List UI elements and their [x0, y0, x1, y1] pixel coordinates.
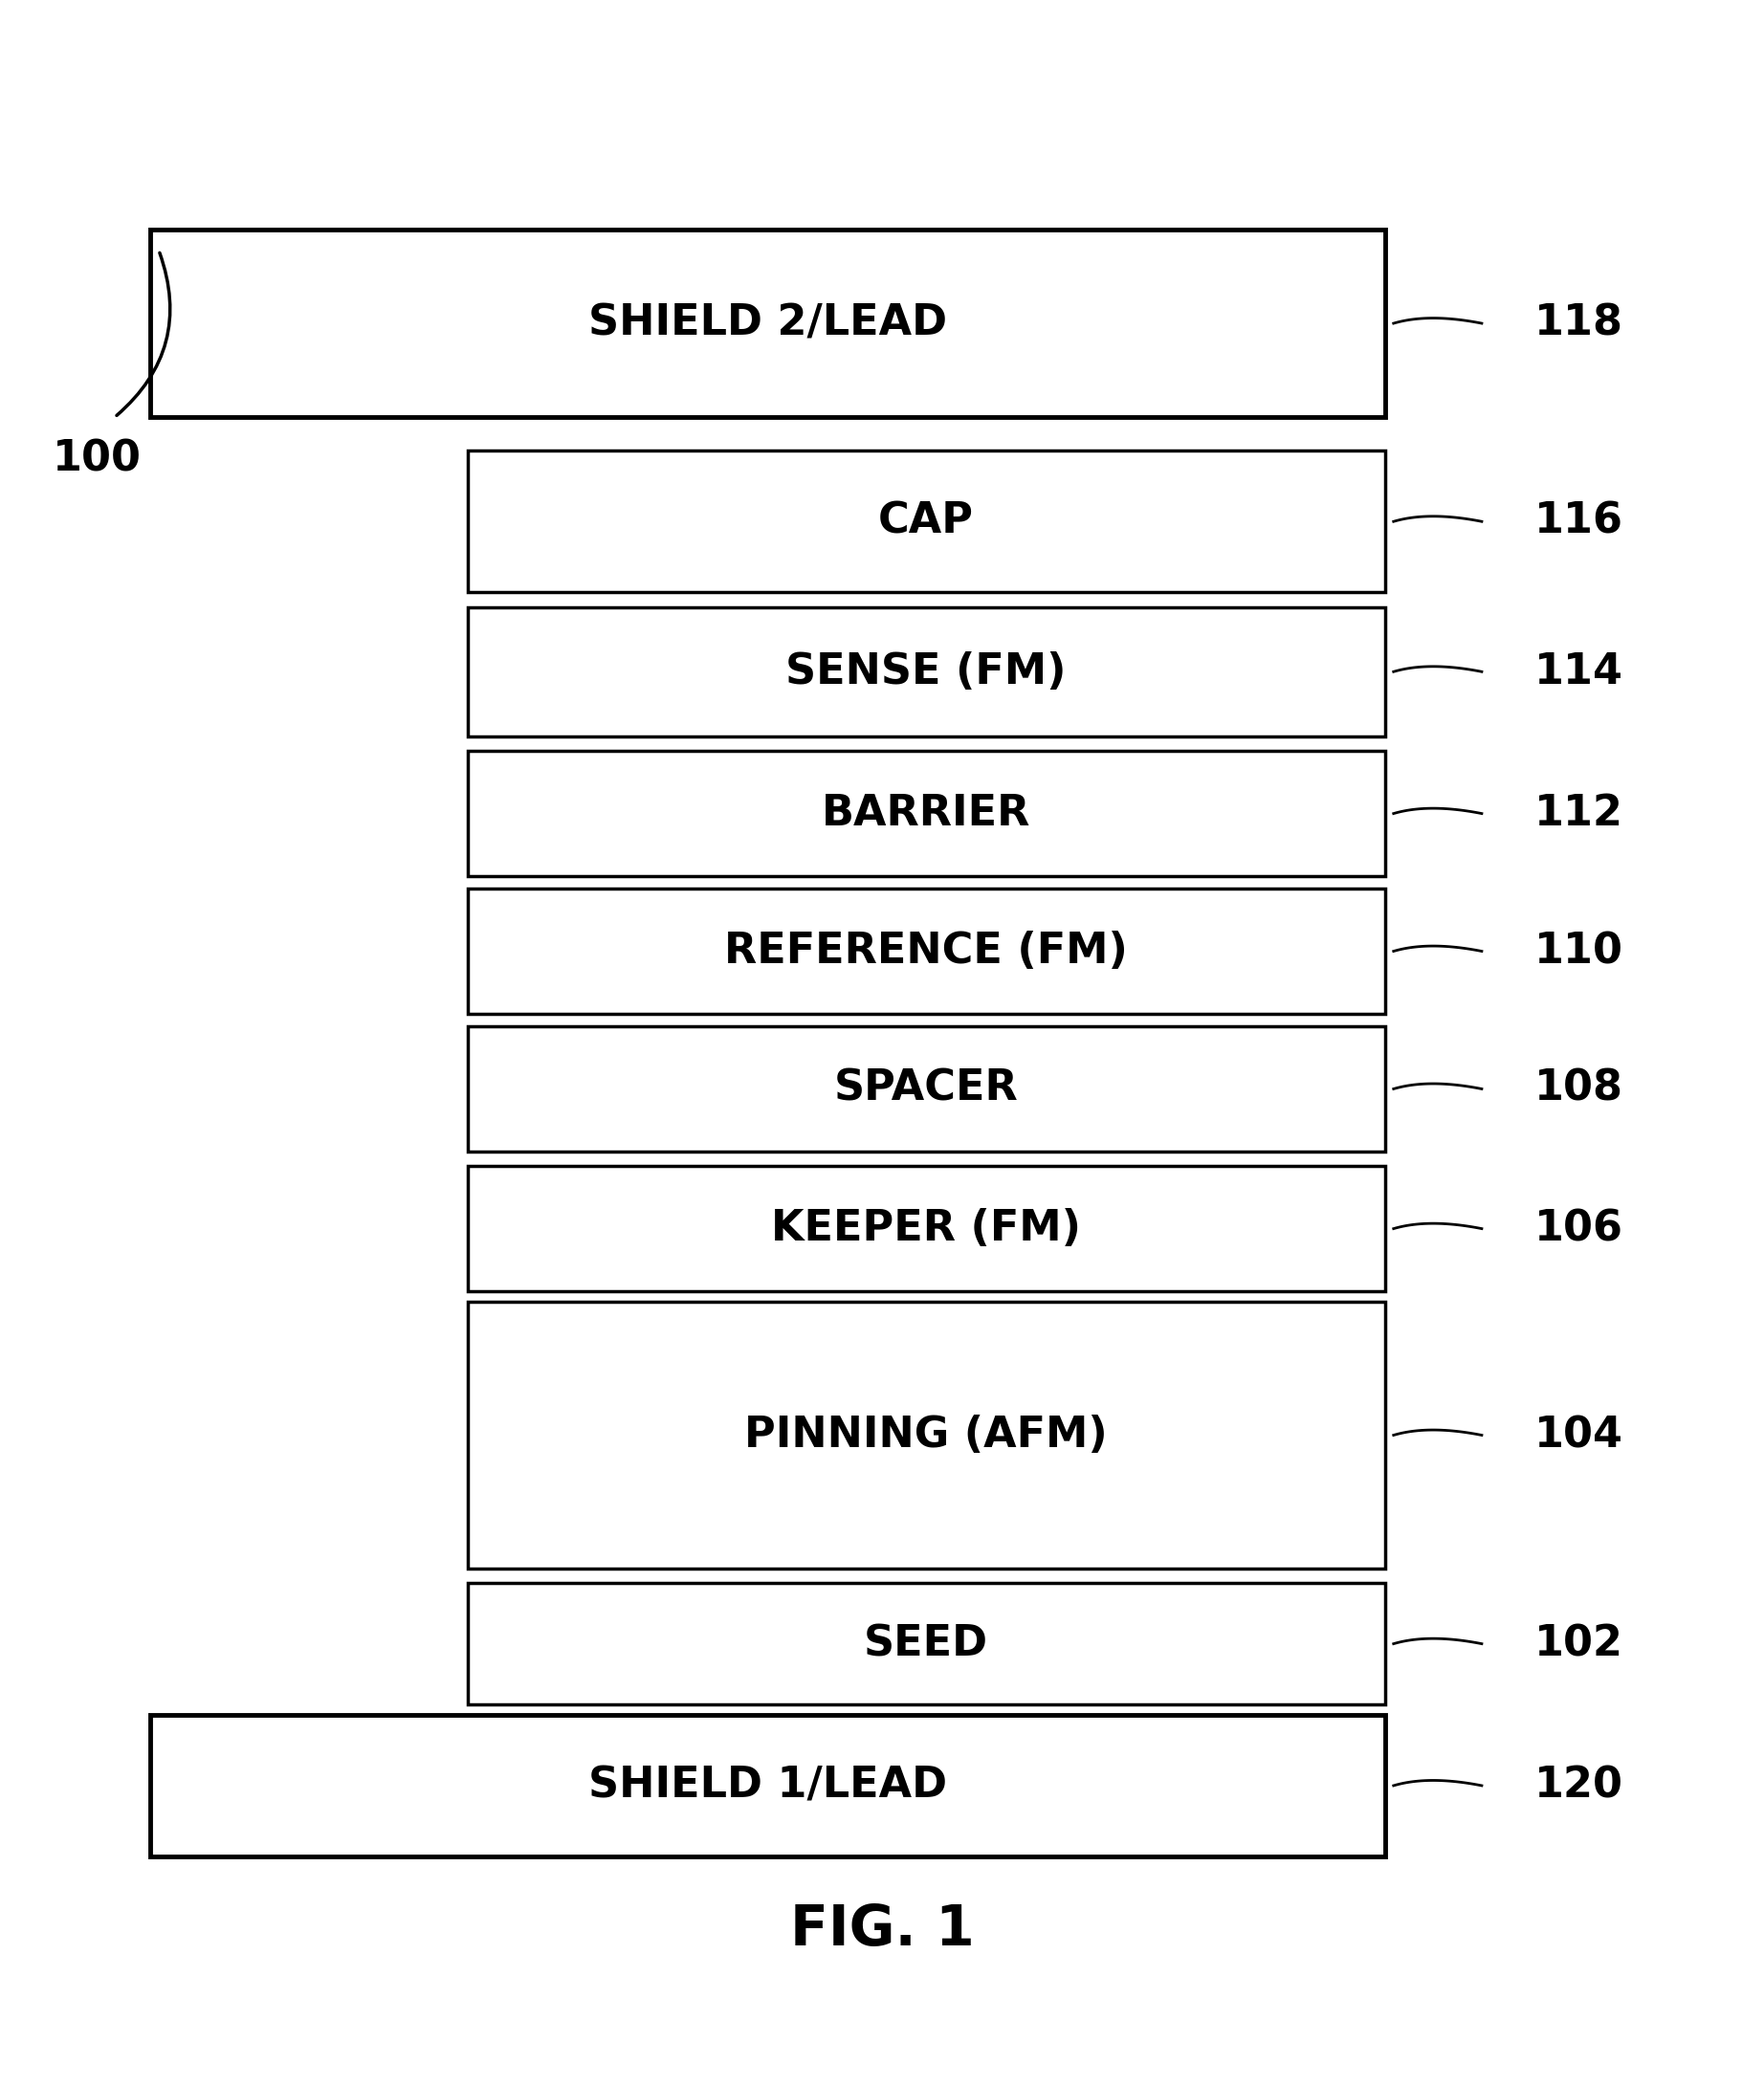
Bar — [467, 607, 1385, 736]
Bar — [467, 751, 1385, 876]
Text: REFERENCE (FM): REFERENCE (FM) — [725, 930, 1127, 972]
Text: FIG. 1: FIG. 1 — [790, 1902, 974, 1957]
Text: SHIELD 1/LEAD: SHIELD 1/LEAD — [587, 1765, 947, 1806]
Text: 120: 120 — [1535, 1765, 1623, 1806]
Bar — [467, 1026, 1385, 1151]
Text: 102: 102 — [1535, 1623, 1623, 1665]
Text: 110: 110 — [1535, 930, 1623, 972]
Text: CAP: CAP — [878, 501, 974, 542]
Text: BARRIER: BARRIER — [822, 793, 1030, 834]
Text: KEEPER (FM): KEEPER (FM) — [771, 1208, 1081, 1250]
Bar — [467, 451, 1385, 592]
Text: 114: 114 — [1535, 651, 1623, 693]
Bar — [467, 1583, 1385, 1704]
Bar — [467, 1302, 1385, 1569]
Text: 100: 100 — [53, 438, 141, 480]
Text: 104: 104 — [1535, 1414, 1623, 1456]
Bar — [150, 229, 1385, 417]
Text: 116: 116 — [1535, 501, 1623, 542]
Bar — [467, 1166, 1385, 1291]
Text: SHIELD 2/LEAD: SHIELD 2/LEAD — [587, 302, 947, 344]
Text: PINNING (AFM): PINNING (AFM) — [744, 1414, 1108, 1456]
Text: SEED: SEED — [864, 1623, 988, 1665]
Text: SENSE (FM): SENSE (FM) — [785, 651, 1067, 693]
Text: 112: 112 — [1535, 793, 1623, 834]
Text: 108: 108 — [1535, 1068, 1623, 1110]
Bar — [467, 889, 1385, 1014]
Bar — [150, 1715, 1385, 1857]
Text: SPACER: SPACER — [834, 1068, 1018, 1110]
Text: 118: 118 — [1535, 302, 1623, 344]
Text: 106: 106 — [1535, 1208, 1623, 1250]
